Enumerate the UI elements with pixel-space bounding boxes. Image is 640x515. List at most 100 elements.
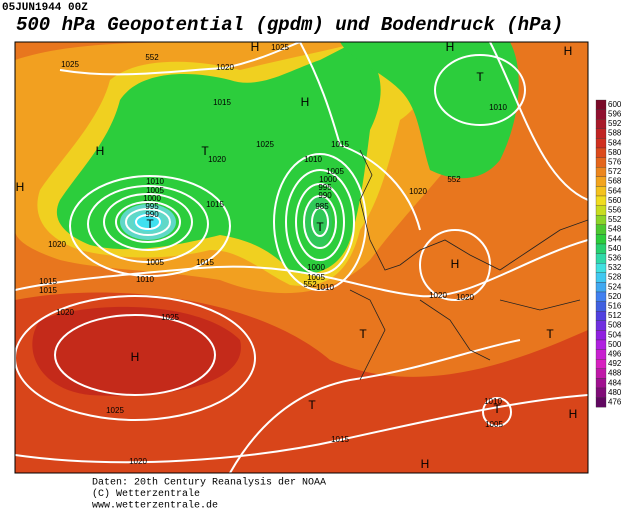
colorbar-label: 520 — [608, 292, 622, 301]
isobar-label: 995 — [145, 202, 159, 211]
footer-line: Daten: 20th Century Reanalysis der NOAA — [92, 477, 326, 489]
isobar — [273, 153, 367, 291]
pressure-center: T — [546, 327, 554, 341]
pressure-center: H — [301, 95, 310, 109]
colorbar-cell — [595, 291, 607, 302]
colorbar-cell — [595, 397, 607, 408]
colorbar-cell — [595, 378, 607, 389]
isobars — [15, 42, 588, 473]
isobar-label: 1025 — [256, 140, 274, 149]
isobar-label: 1000 — [319, 175, 337, 184]
isobar-label: 1000 — [143, 194, 161, 203]
map-area: H H T H H T H H T T H T T H T T H H 1025 1025 1020 1015 1020 10… — [14, 40, 589, 474]
colorbar-label: 588 — [608, 129, 622, 138]
isobar — [489, 42, 588, 201]
isobar-label: 1000 — [307, 263, 325, 272]
pressure-center: H — [446, 40, 455, 54]
colorbar-cell — [595, 282, 607, 293]
isobar-label: 1020 — [56, 308, 74, 317]
pressure-center: H — [451, 257, 460, 271]
colorbar-cell — [595, 157, 607, 168]
pressure-center: H — [564, 44, 573, 58]
colorbar-label: 528 — [608, 273, 622, 282]
isobar-label: 1005 — [485, 420, 503, 429]
isobar — [303, 195, 337, 249]
isobar-label: 1025 — [61, 60, 79, 69]
colorbar-label: 592 — [608, 119, 622, 128]
colorbar-cell — [595, 243, 607, 254]
isobar — [311, 207, 329, 237]
map-frame — [14, 41, 589, 474]
timestamp: 05JUN1944 00Z — [2, 2, 88, 14]
colorbar-cell — [595, 330, 607, 341]
colorbar-cell — [595, 205, 607, 216]
colorbar-label: 484 — [608, 378, 622, 387]
isobar — [125, 208, 171, 236]
isobar-label: 1005 — [326, 167, 344, 176]
high-core — [32, 306, 241, 396]
isobar-label: 1015 — [206, 200, 224, 209]
colorbar-label: 540 — [608, 244, 622, 253]
isobar — [87, 185, 209, 263]
footer-line: (C) Wetterzentrale — [92, 488, 200, 500]
green-north — [340, 42, 519, 179]
isobar — [115, 201, 181, 243]
isobar-label: 1020 — [129, 457, 147, 466]
pressure-center: T — [359, 327, 367, 341]
colorbar: 6005965925885845805765725685645605565525… — [595, 99, 622, 408]
colorbar-label: 564 — [608, 186, 622, 195]
colorbar-label: 544 — [608, 234, 622, 243]
colorbar-label: 492 — [608, 359, 622, 368]
pressure-center: H — [16, 180, 25, 194]
colorbar-cell — [595, 119, 607, 129]
colorbar-label: 556 — [608, 206, 622, 215]
colorbar-cell — [595, 234, 607, 245]
isobar-label: 552 — [447, 175, 461, 184]
colorbar-cell — [595, 368, 607, 379]
isobar-label: 1020 — [48, 240, 66, 249]
isobar-label: 1015 — [39, 277, 57, 286]
coastlines — [349, 149, 588, 381]
colorbar-label: 580 — [608, 148, 622, 157]
isobar-label: 1010 — [316, 283, 334, 292]
isobar-label: 990 — [145, 210, 159, 219]
isobar-label: 1005 — [146, 186, 164, 195]
colorbar-cell — [595, 99, 607, 110]
isobar — [299, 42, 421, 231]
colorbar-label: 552 — [608, 215, 622, 224]
isobar-label: 1015 — [196, 258, 214, 267]
isobar-label: 552 — [145, 53, 159, 62]
isobar — [15, 295, 256, 421]
isobar-label: 990 — [318, 191, 332, 200]
map-labels: H H T H H T H H T T H T T H T T H H 1025 1025 1020 1015 1020 10… — [16, 40, 578, 471]
isobar — [482, 397, 512, 427]
isobar — [295, 183, 345, 261]
isobar — [69, 175, 231, 277]
colorbar-cell — [595, 339, 607, 350]
pressure-center: H — [96, 144, 105, 158]
isobar-label: 1010 — [304, 155, 322, 164]
colorbar-cell — [595, 224, 607, 235]
isobar — [434, 54, 526, 126]
isobar-label: 1015 — [331, 435, 349, 444]
isobar-label: 1025 — [106, 406, 124, 415]
pressure-center: T — [146, 217, 154, 231]
colorbar-cell — [595, 109, 607, 120]
isobar-label: 1025 — [161, 313, 179, 322]
colorbar-label: 536 — [608, 254, 622, 263]
pressure-center: H — [421, 457, 430, 471]
colorbar-cell — [595, 215, 607, 225]
colorbar-label: 532 — [608, 263, 622, 272]
pressure-center: H — [131, 350, 140, 364]
pressure-center: T — [316, 220, 324, 234]
colorbar-cell — [595, 186, 607, 197]
isobar-label: 1010 — [136, 275, 154, 284]
colorbar-label: 576 — [608, 158, 622, 167]
isobar-label: 1015 — [213, 98, 231, 107]
colorbar-cell — [595, 359, 607, 369]
colorbar-cell — [595, 253, 607, 264]
footer-line: www.wetterzentrale.de — [92, 500, 218, 510]
isobar-label: 1025 — [271, 43, 289, 52]
isobar-label: 1010 — [489, 103, 507, 112]
